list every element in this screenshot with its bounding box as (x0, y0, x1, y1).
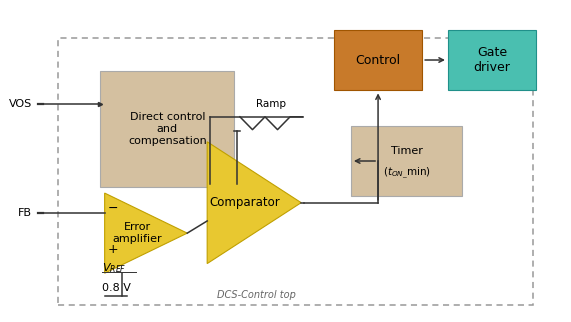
Text: 0.8 V: 0.8 V (102, 283, 131, 293)
Text: −: − (107, 202, 118, 215)
Polygon shape (207, 142, 301, 264)
Text: Error
amplifier: Error amplifier (113, 222, 163, 244)
Text: DCS-Control top: DCS-Control top (217, 290, 296, 300)
Text: Timer: Timer (391, 147, 423, 156)
Text: $V_{REF}$: $V_{REF}$ (102, 261, 126, 275)
Bar (448, 30, 536, 90)
Bar (58, 38, 533, 305)
Text: Ramp: Ramp (256, 99, 286, 109)
Text: $(t_{ON\_}$min): $(t_{ON\_}$min) (383, 166, 431, 181)
Text: +: + (107, 243, 118, 256)
Bar (100, 71, 234, 187)
Text: FB: FB (18, 208, 32, 218)
Text: Direct control
and
compensation: Direct control and compensation (128, 112, 207, 146)
Bar (334, 30, 422, 90)
Text: VOS: VOS (9, 99, 32, 109)
Bar (351, 126, 462, 196)
Text: Gate
driver: Gate driver (473, 46, 510, 74)
Text: Comparator: Comparator (210, 196, 280, 209)
Polygon shape (104, 193, 187, 273)
Text: Control: Control (356, 53, 401, 67)
